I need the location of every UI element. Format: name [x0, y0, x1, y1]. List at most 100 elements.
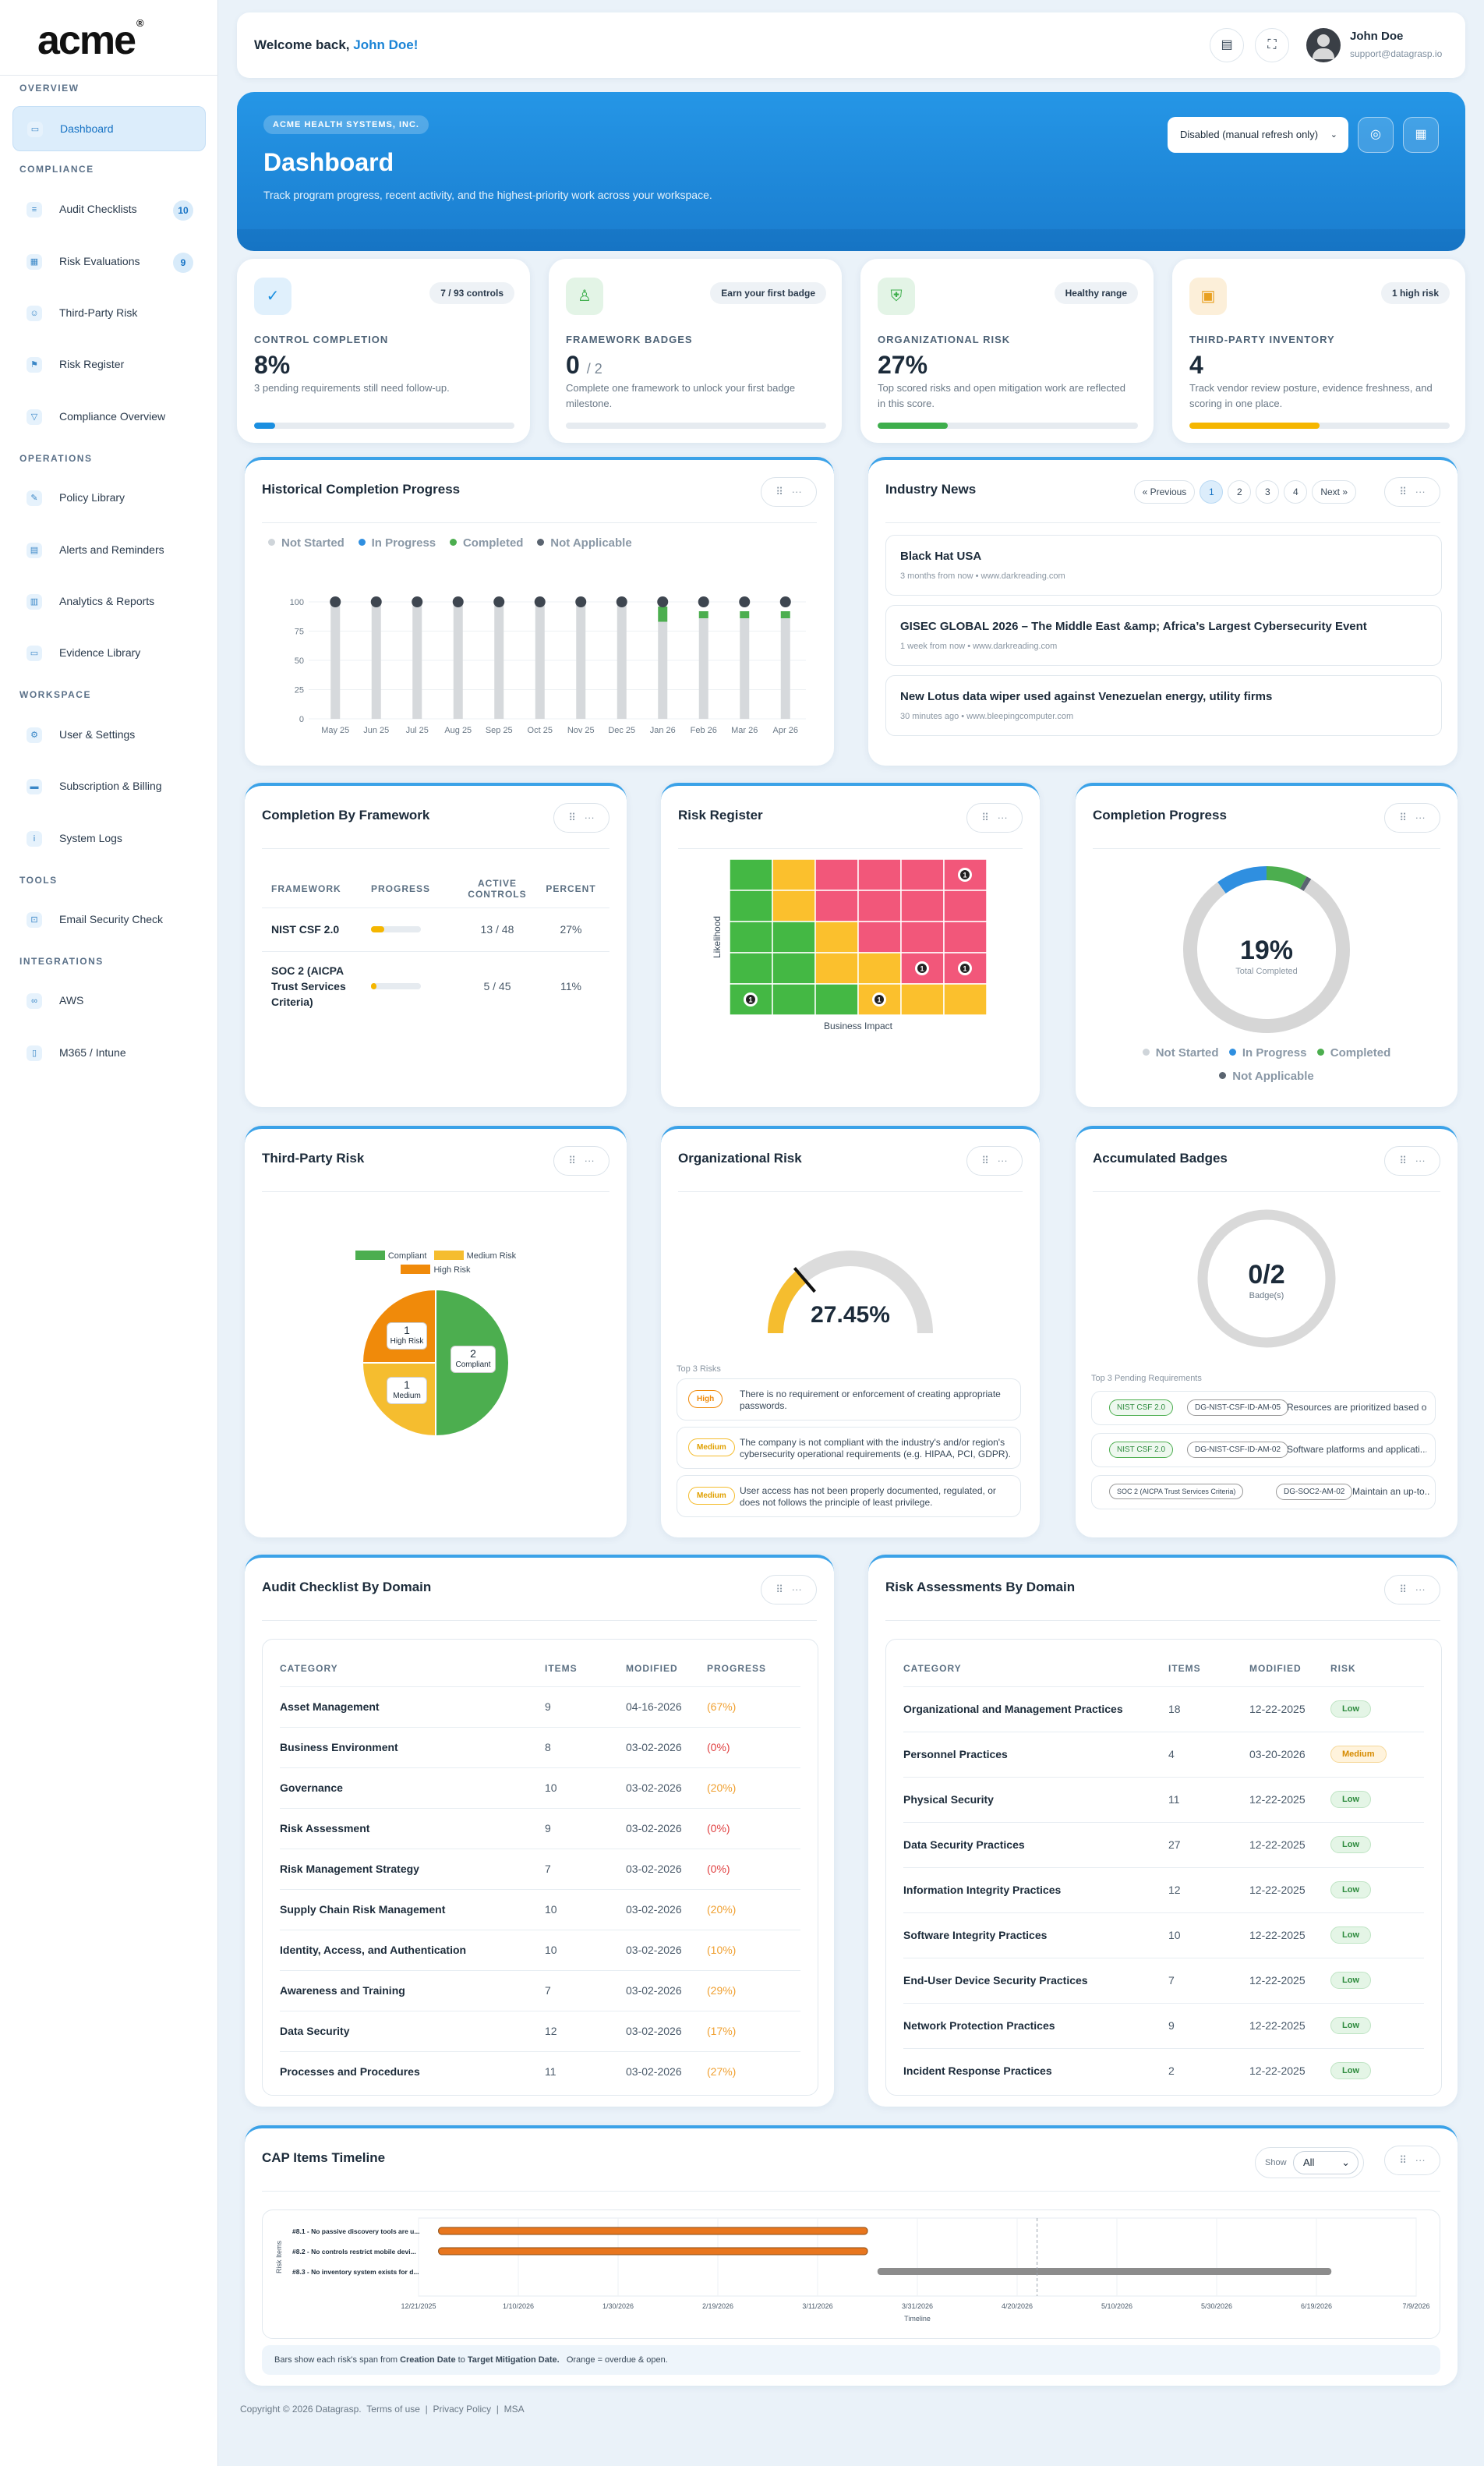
legend-completed[interactable]: Completed [1316, 1046, 1390, 1060]
table-row[interactable]: Physical Security 11 12-22-2025 Low [903, 1776, 1424, 1822]
legend-compliant[interactable]: Compliant [355, 1251, 426, 1261]
sidebar-item-alerts[interactable]: ▤ Alerts and Reminders [12, 528, 206, 573]
table-row[interactable]: Network Protection Practices 9 12-22-2025 L… [903, 2002, 1424, 2048]
card-menu-button[interactable]: ⠿ ··· [761, 1575, 817, 1604]
cap-gantt-chart[interactable]: 12/21/2025 1/10/2026 1/30/2026 2/19/2026 3/1… [263, 2210, 1441, 2340]
pending-requirement[interactable]: SOC 2 (AICPA Trust Services Criteria) DG-… [1091, 1475, 1436, 1509]
msa-link[interactable]: MSA [504, 2404, 525, 2415]
sidebar-item-billing[interactable]: ▬ Subscription & Billing [12, 764, 206, 809]
layout-grid-icon[interactable]: ▦ [1403, 117, 1439, 153]
x-tick-label: Sep 25 [486, 726, 513, 735]
legend-not-applicable[interactable]: Not Applicable [537, 536, 632, 550]
card-menu-button[interactable]: ⠿ ··· [966, 803, 1023, 833]
card-menu-button[interactable]: ⠿ ··· [1384, 803, 1440, 833]
table-row[interactable]: Data Security 12 03-02-2026 (17%) [280, 2010, 800, 2051]
table-row[interactable]: Risk Management Strategy 7 03-02-2026 (0%) [280, 1848, 800, 1889]
table-row[interactable]: Governance 10 03-02-2026 (20%) [280, 1767, 800, 1808]
pending-requirement[interactable]: NIST CSF 2.0 DG-NIST-CSF-ID-AM-05 Resource… [1091, 1391, 1436, 1425]
pending-requirement[interactable]: NIST CSF 2.0 DG-NIST-CSF-ID-AM-02 Software… [1091, 1433, 1436, 1467]
user-email: support@datagrasp.io [1350, 48, 1443, 59]
page-3-button[interactable]: 3 [1256, 480, 1280, 504]
sidebar-item-risk-register[interactable]: ⚑ Risk Register [12, 342, 206, 387]
risk-heatmap[interactable]: 1 1 1 1 1 Business Impact Likelihood [661, 786, 1040, 1110]
avatar[interactable] [1306, 28, 1341, 62]
page-2-button[interactable]: 2 [1228, 480, 1252, 504]
sidebar-item-system-logs[interactable]: i System Logs [12, 816, 206, 862]
kpi-control-completion[interactable]: ✓ 7 / 93 controls CONTROL COMPLETION 8% … [237, 259, 530, 443]
legend-high-risk[interactable]: High Risk [401, 1265, 471, 1275]
user-link[interactable]: John Doe! [353, 37, 419, 52]
legend-not-applicable[interactable]: Not Applicable [1219, 1070, 1314, 1083]
terms-link[interactable]: Terms of use [366, 2404, 420, 2415]
table-row[interactable]: NIST CSF 2.0 13 / 48 27% [262, 907, 610, 951]
print-icon[interactable]: ▤ [1210, 28, 1244, 62]
legend-completed[interactable]: Completed [449, 536, 523, 550]
table-row[interactable]: Information Integrity Practices 12 12-22-2… [903, 1866, 1424, 1912]
table-row[interactable]: Organizational and Management Practices 1… [903, 1686, 1424, 1732]
sidebar-item-dashboard[interactable]: ▭ Dashboard [12, 106, 206, 151]
refresh-select[interactable]: Disabled (manual refresh only) ⌄ [1168, 117, 1348, 153]
legend-not-started[interactable]: Not Started [268, 536, 344, 550]
sidebar-item-analytics[interactable]: ▥ Analytics & Reports [12, 579, 206, 624]
card-menu-button[interactable]: ⠿ ··· [1384, 2146, 1440, 2175]
table-row[interactable]: End-User Device Security Practices 7 12-22… [903, 1957, 1424, 2003]
page-1-button[interactable]: 1 [1200, 480, 1224, 504]
table-row[interactable]: Software Integrity Practices 10 12-22-2025… [903, 1912, 1424, 1958]
kpi-organizational-risk[interactable]: ⛨ Healthy range ORGANIZATIONAL RISK 27% … [860, 259, 1154, 443]
sidebar-item-policy-library[interactable]: ✎ Policy Library [12, 476, 206, 521]
card-menu-button[interactable]: ⠿ ··· [1384, 1146, 1440, 1176]
prev-page-button[interactable]: « Previous [1133, 480, 1196, 504]
news-item[interactable]: New Lotus data wiper used against Venezu… [885, 675, 1442, 736]
table-row[interactable]: Identity, Access, and Authentication 10 03… [280, 1929, 800, 1970]
sidebar-item-compliance-overview[interactable]: ▽ Compliance Overview [12, 394, 206, 440]
third-party-pie[interactable] [245, 1129, 627, 1541]
fullscreen-icon[interactable]: ⛶ [1255, 28, 1289, 62]
next-page-button[interactable]: Next » [1312, 480, 1356, 504]
sidebar-item-third-party-risk[interactable]: ☺ Third-Party Risk [12, 291, 206, 336]
card-menu-button[interactable]: ⠿ ··· [553, 803, 610, 833]
heatmap-cell [943, 983, 988, 1016]
legend-medium-risk[interactable]: Medium Risk [433, 1251, 516, 1261]
table-row[interactable]: Data Security Practices 27 12-22-2025 Low [903, 1821, 1424, 1867]
card-menu-button[interactable]: ⠿ ··· [1384, 1575, 1440, 1604]
camera-icon[interactable]: ◎ [1358, 117, 1394, 153]
card-menu-button[interactable]: ⠿ ··· [553, 1146, 610, 1176]
news-item[interactable]: GISEC GLOBAL 2026 – The Middle East &amp… [885, 605, 1442, 666]
legend-in-progress[interactable]: In Progress [358, 536, 436, 550]
page-4-button[interactable]: 4 [1284, 480, 1308, 504]
kpi-framework-badges[interactable]: ♙ Earn your first badge FRAMEWORK BADGES… [549, 259, 842, 443]
show-select[interactable]: All ⌄ [1293, 2151, 1359, 2174]
kpi-third-party-inventory[interactable]: ▣ 1 high risk THIRD-PARTY INVENTORY 4 Tr… [1172, 259, 1465, 443]
table-row[interactable]: Business Environment 8 03-02-2026 (0%) [280, 1726, 800, 1767]
table-row[interactable]: Supply Chain Risk Management 10 03-02-2026… [280, 1888, 800, 1930]
table-row[interactable]: SOC 2 (AICPA Trust Services Criteria) 5 /… [262, 950, 610, 1021]
table-row[interactable]: Awareness and Training 7 03-02-2026 (29%) [280, 1969, 800, 2011]
risk-item[interactable]: Medium The company is not compliant with … [677, 1427, 1021, 1469]
table-row[interactable]: Incident Response Practices 2 12-22-2025 Lo… [903, 2047, 1424, 2093]
bar-cap [412, 596, 423, 607]
sidebar-item-aws[interactable]: ∞ AWS [12, 978, 206, 1024]
hero-banner: ACME HEALTH SYSTEMS, INC. Dashboard Trac… [237, 92, 1465, 251]
table-row[interactable]: Processes and Procedures 11 03-02-2026 (27%… [280, 2050, 800, 2092]
sidebar-item-audit-checklists[interactable]: ≡ Audit Checklists 10 [12, 187, 206, 232]
table-row[interactable]: Personnel Practices 4 03-20-2026 Medium [903, 1731, 1424, 1777]
list-icon: ≡ [26, 202, 42, 218]
card-menu-button[interactable]: ⠿ ··· [966, 1146, 1023, 1176]
sidebar-item-risk-evaluations[interactable]: ▦ Risk Evaluations 9 [12, 239, 206, 285]
table-row[interactable]: Asset Management 9 04-16-2026 (67%) [280, 1686, 800, 1727]
legend-not-started[interactable]: Not Started [1142, 1046, 1219, 1060]
card-menu-button[interactable]: ⠿ ··· [1384, 477, 1440, 507]
news-item[interactable]: Black Hat USA 3 months from now • www.dar… [885, 535, 1442, 596]
sidebar-item-user-settings[interactable]: ⚙ User & Settings [12, 713, 206, 758]
sidebar-item-m365[interactable]: ▯ M365 / Intune [12, 1031, 206, 1076]
risk-item[interactable]: High There is no requirement or enforceme… [677, 1378, 1021, 1421]
table-row[interactable]: Risk Assessment 9 03-02-2026 (0%) [280, 1807, 800, 1849]
risk-item[interactable]: Medium User access has not been properly … [677, 1475, 1021, 1517]
risk-pill: Low [1330, 1700, 1371, 1718]
privacy-link[interactable]: Privacy Policy [433, 2404, 492, 2415]
brand-logo[interactable]: acme ® [37, 17, 143, 63]
card-menu-button[interactable]: ⠿ ··· [761, 477, 817, 507]
sidebar-item-email-security[interactable]: ⊡ Email Security Check [12, 897, 206, 943]
sidebar-item-evidence-library[interactable]: ▭ Evidence Library [12, 631, 206, 676]
legend-in-progress[interactable]: In Progress [1228, 1046, 1306, 1060]
